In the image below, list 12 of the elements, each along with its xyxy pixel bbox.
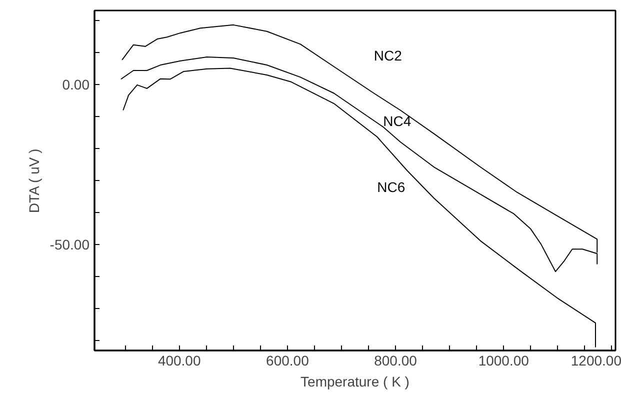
x-tick-label: 400.00 [158,352,201,368]
y-tick-label: 0.00 [62,76,90,92]
x-axis-title: Temperature ( K ) [300,374,410,390]
series-label: NC6 [377,178,406,195]
x-tick-label: 1200.00 [570,352,621,368]
series-label: NC4 [383,112,412,129]
y-tick-label: -50.00 [50,236,90,253]
y-axis-title: DTA ( uV ) [26,148,42,214]
x-tick-label: 600.00 [266,352,310,368]
series-label: NC2 [374,47,402,64]
x-tick-label: 1000.00 [478,352,530,368]
x-tick-label: 800.00 [374,352,418,368]
